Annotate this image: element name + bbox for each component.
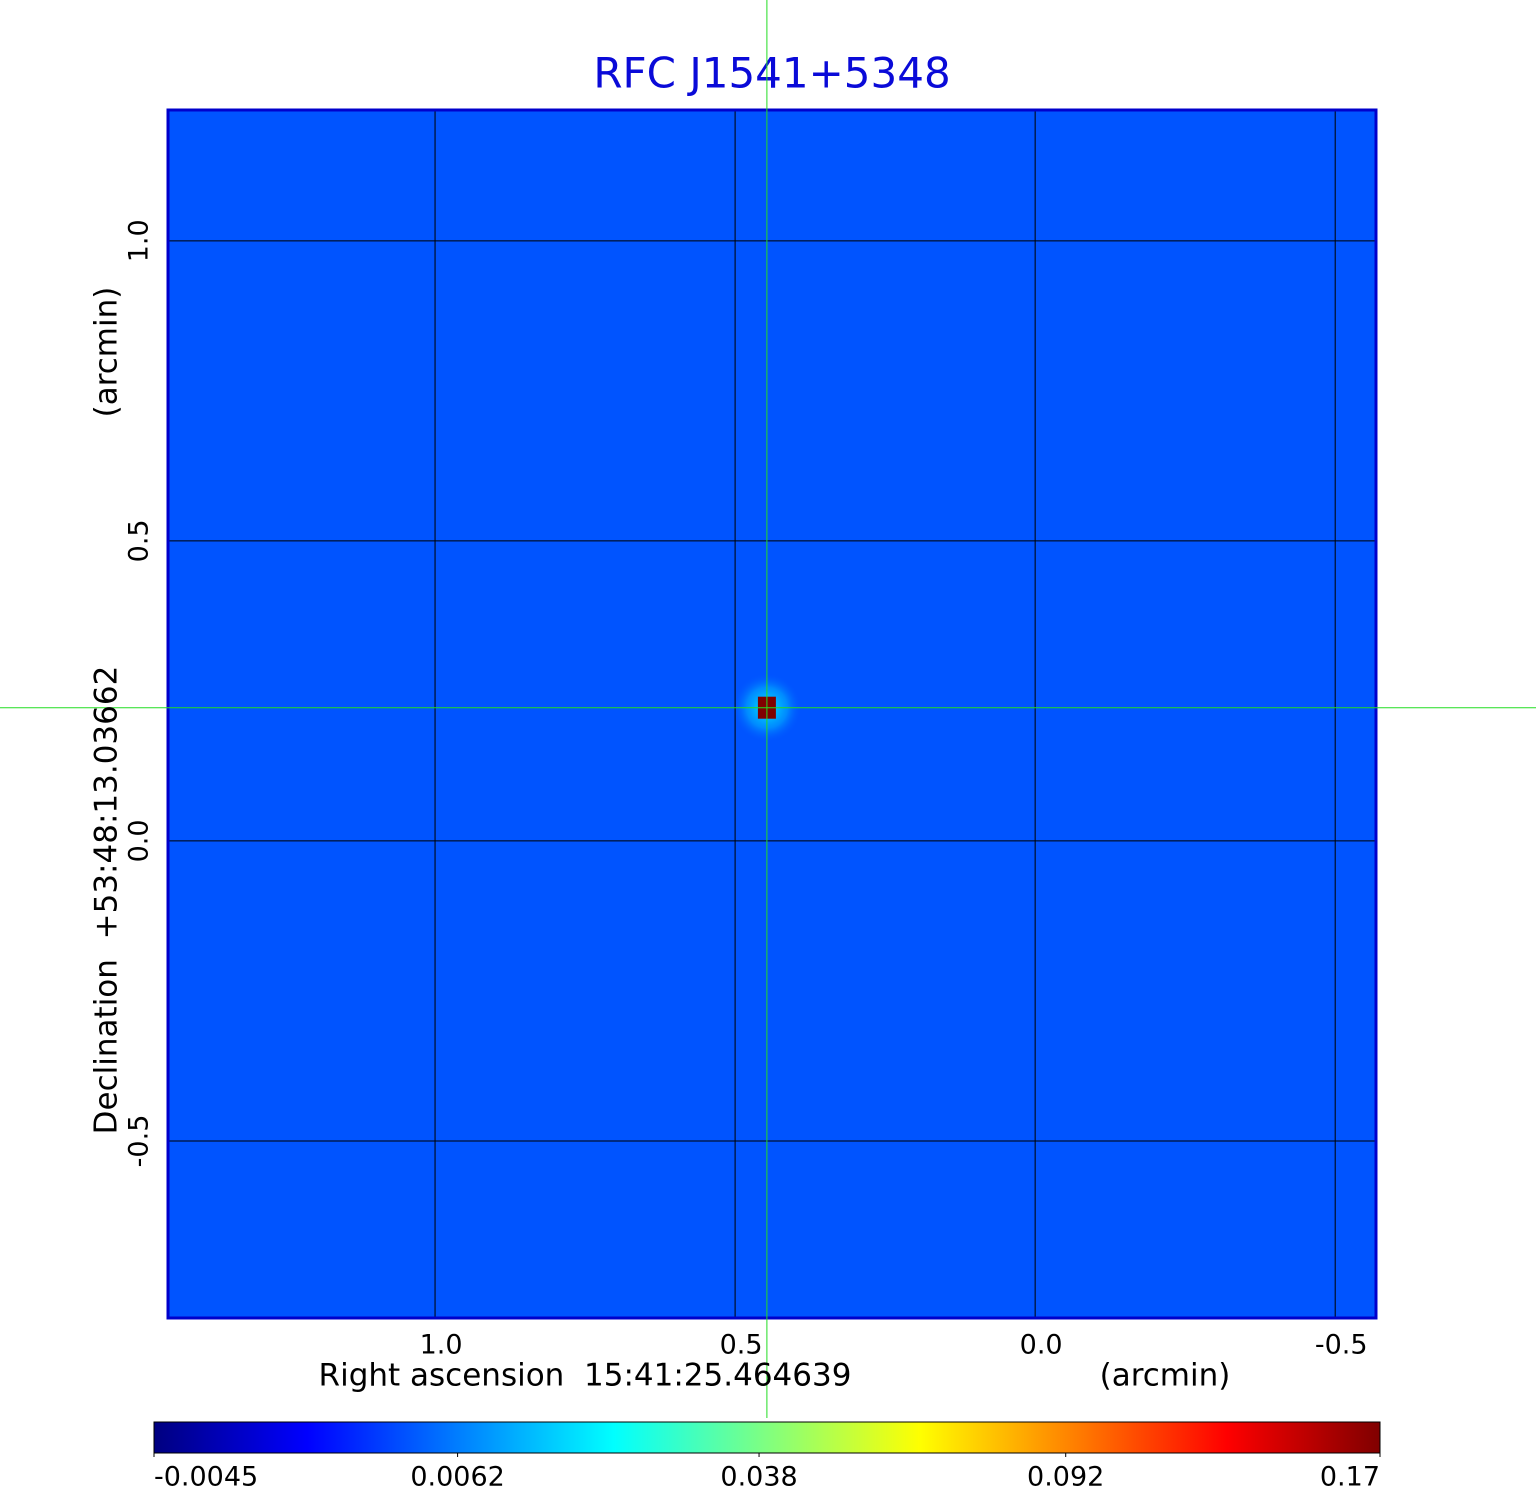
colorbar-tick-label: 0.038 [720, 1462, 797, 1493]
x-axis-label: Right ascension 15:41:25.464639 [319, 1358, 852, 1394]
y-tick-label: 0.0 [124, 819, 155, 862]
y-axis-label: Declination +53:48:13.03662 [89, 666, 125, 1135]
y-tick-label: 0.5 [124, 519, 155, 562]
y-tick-label: 1.0 [124, 219, 155, 262]
colorbar-tick-label: 0.0062 [410, 1462, 504, 1493]
x-tick-label: 1.0 [420, 1330, 463, 1361]
colorbar-tick-label: 0.17 [1320, 1462, 1380, 1493]
y-axis-unit: (arcmin) [89, 287, 125, 418]
colorbar-tick-label: -0.0045 [154, 1462, 258, 1493]
x-tick-label: 0.5 [720, 1330, 763, 1361]
chart-title: RFC J1541+5348 [593, 49, 950, 98]
x-tick-label: -0.5 [1315, 1330, 1368, 1361]
colorbar-tick-label: 0.092 [1027, 1462, 1104, 1493]
x-axis-unit: (arcmin) [1100, 1358, 1231, 1394]
x-tick-label: 0.0 [1020, 1330, 1063, 1361]
colorbar [153, 1421, 1381, 1454]
y-tick-label: -0.5 [124, 1115, 155, 1168]
plot-frame [166, 108, 1378, 1320]
